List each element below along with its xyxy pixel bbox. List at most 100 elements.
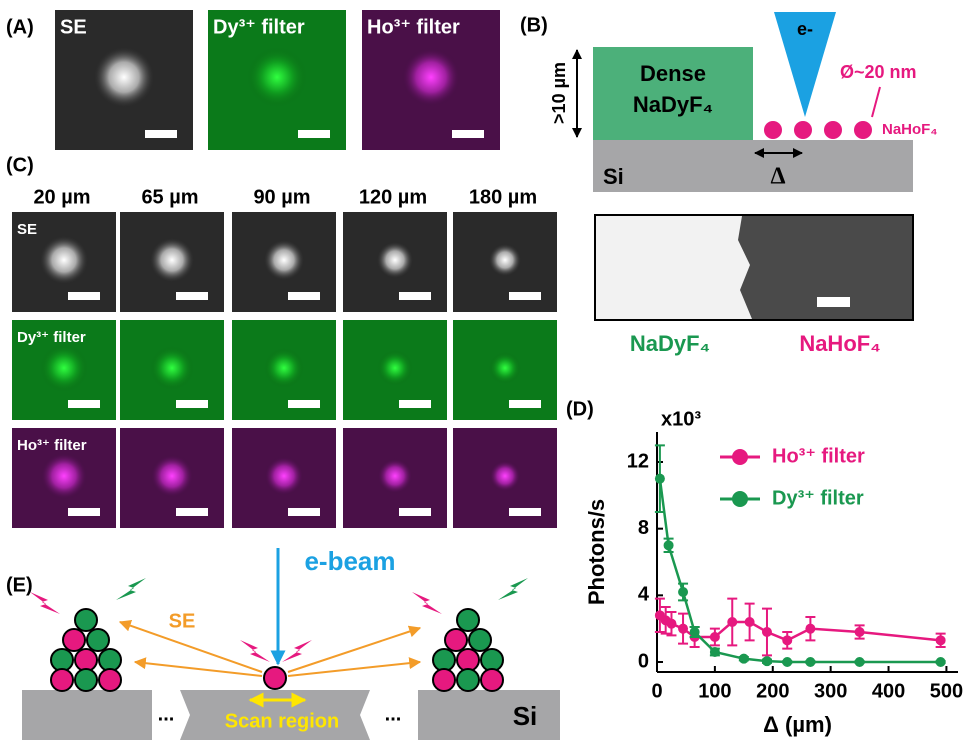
particle-spot [40, 236, 88, 284]
data-point [666, 619, 676, 629]
se-arrow [135, 662, 262, 676]
legend-marker [732, 491, 748, 507]
data-point [762, 627, 772, 637]
scale-bar [399, 292, 431, 300]
data-point [655, 474, 665, 484]
y-tick-label: 0 [638, 650, 649, 672]
scale-bar [288, 292, 320, 300]
panel-label: (D) [566, 398, 594, 420]
data-point [782, 657, 792, 667]
image-label: Ho³⁺ filter [367, 16, 460, 38]
panel-label: (A) [6, 16, 34, 38]
substrate-label: Si [603, 164, 624, 189]
image-label: SE [17, 221, 37, 238]
particle-spot [150, 238, 194, 282]
particle-spot [40, 344, 88, 392]
sphere [75, 669, 97, 691]
sem-bright [596, 216, 752, 319]
block-label: NaDyF₄ [633, 92, 713, 117]
scale-bar [298, 130, 330, 138]
data-point [690, 627, 700, 637]
nanoparticle [824, 121, 842, 139]
image-caption: NaDyF₄ [630, 331, 710, 356]
figure: (A) (B) (C) (D) (E) SE Dy³⁺ filter Ho³⁺ filter D… [0, 0, 980, 744]
scale-bar [509, 400, 541, 408]
emission-bolt [282, 640, 312, 662]
sphere [75, 649, 97, 671]
emission-bolt [30, 592, 60, 614]
emission-bolt [240, 640, 270, 662]
ellipsis: ... [158, 703, 175, 725]
data-point [710, 632, 720, 642]
block-label: Dense [640, 61, 706, 86]
sphere [433, 669, 455, 691]
distance-label: 120 µm [359, 186, 427, 208]
sphere [457, 609, 479, 631]
particle-spot [94, 47, 154, 107]
series-line [660, 615, 941, 640]
particle-spot [40, 452, 88, 500]
data-point [664, 540, 674, 550]
height-label: >10 µm [549, 62, 569, 124]
particle-spot [150, 346, 194, 390]
particle-spot [377, 350, 413, 386]
pointer [872, 87, 880, 117]
data-point [855, 657, 865, 667]
distance-label: 180 µm [469, 186, 537, 208]
scale-bar [509, 508, 541, 516]
emission-bolt [412, 592, 442, 614]
data-point [710, 647, 720, 657]
scale-bar [288, 508, 320, 516]
sphere [481, 669, 503, 691]
sphere [51, 669, 73, 691]
nanoparticle [794, 121, 812, 139]
data-point [782, 635, 792, 645]
particle-spot [264, 240, 304, 280]
substrate [593, 140, 913, 192]
image-label: Dy³⁺ filter [17, 329, 86, 346]
substrate-label: Si [513, 701, 538, 731]
sphere [87, 629, 109, 651]
scale-bar [817, 297, 850, 307]
scale-bar [145, 130, 177, 138]
data-point [855, 627, 865, 637]
particle-spot [489, 352, 521, 384]
scale-bar [68, 292, 100, 300]
sphere [63, 629, 85, 651]
particle-spot [377, 242, 413, 278]
beam-label: e-beam [304, 546, 395, 576]
substrate [22, 690, 152, 740]
data-point [762, 656, 772, 666]
legend-marker [732, 449, 748, 465]
distance-label: 90 µm [253, 186, 310, 208]
scale-bar [176, 292, 208, 300]
sphere [481, 649, 503, 671]
panel-label: (C) [6, 154, 34, 176]
scale-bar [509, 292, 541, 300]
particle-spot [264, 456, 304, 496]
nanoparticle [854, 121, 872, 139]
legend-label: Ho³⁺ filter [772, 445, 865, 467]
image-label: Ho³⁺ filter [17, 437, 87, 454]
sphere [51, 649, 73, 671]
panel-label: (B) [520, 14, 548, 36]
substrate [418, 690, 560, 740]
panel-label: (E) [6, 574, 33, 596]
y-multiplier: x10³ [661, 408, 701, 430]
sphere [75, 609, 97, 631]
sphere [99, 669, 121, 691]
image-caption: NaHoF₄ [799, 331, 880, 356]
particle-spot [489, 460, 521, 492]
gap-label: Δ [770, 164, 785, 190]
sphere [469, 629, 491, 651]
data-point [936, 635, 946, 645]
distance-label: 20 µm [33, 186, 90, 208]
y-tick-label: 12 [627, 450, 649, 472]
beam-label: e- [797, 19, 813, 39]
image-label: Dy³⁺ filter [213, 16, 305, 38]
y-tick-label: 8 [638, 517, 649, 539]
data-point [745, 617, 755, 627]
y-tick-label: 4 [638, 584, 650, 606]
se-label: SE [169, 610, 196, 632]
se-arrow [288, 628, 420, 672]
